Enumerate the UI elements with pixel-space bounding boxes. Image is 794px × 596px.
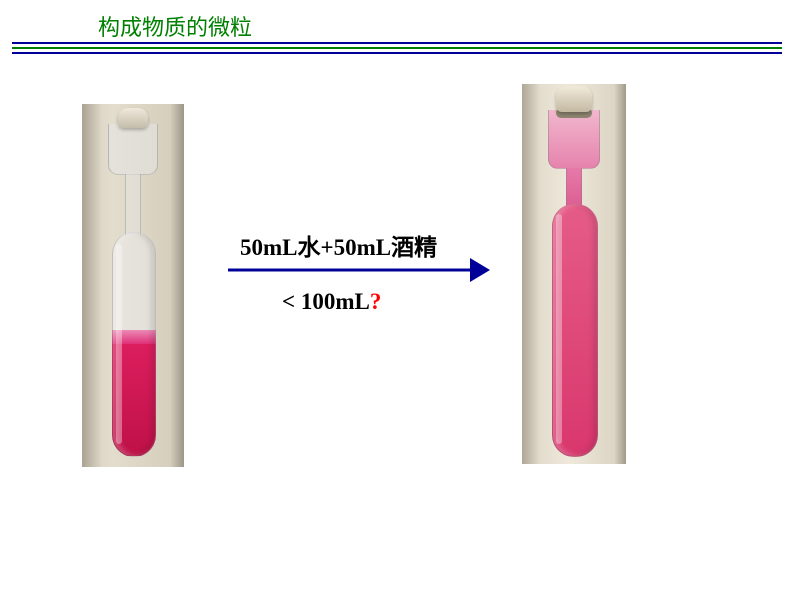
tube-cup <box>108 124 158 175</box>
left-tube-photo <box>82 104 184 467</box>
tube-stopper <box>118 108 148 128</box>
reaction-arrow <box>228 254 494 286</box>
photo-shadow <box>82 104 102 467</box>
rule-blue-top <box>12 42 782 44</box>
tube-highlight <box>116 244 122 444</box>
tube-highlight <box>556 214 562 444</box>
equation-line-2: < 100mL? <box>282 289 381 315</box>
equation-line-2-text: < 100mL <box>282 289 370 314</box>
tube-cup <box>548 110 600 169</box>
page-title: 构成物质的微粒 <box>98 10 252 42</box>
question-mark: ? <box>370 289 382 314</box>
right-tube-photo <box>522 84 626 464</box>
slide: 构成物质的微粒 50mL水+50mL酒精 < 100mL? <box>0 0 794 596</box>
rule-blue-bottom <box>12 52 782 54</box>
tube-stopper <box>556 86 592 112</box>
photo-shadow <box>614 84 626 464</box>
photo-shadow <box>522 84 540 464</box>
tube-neck <box>125 174 141 236</box>
tube-neck <box>566 168 582 208</box>
rule-green <box>12 47 782 49</box>
photo-shadow <box>170 104 184 467</box>
